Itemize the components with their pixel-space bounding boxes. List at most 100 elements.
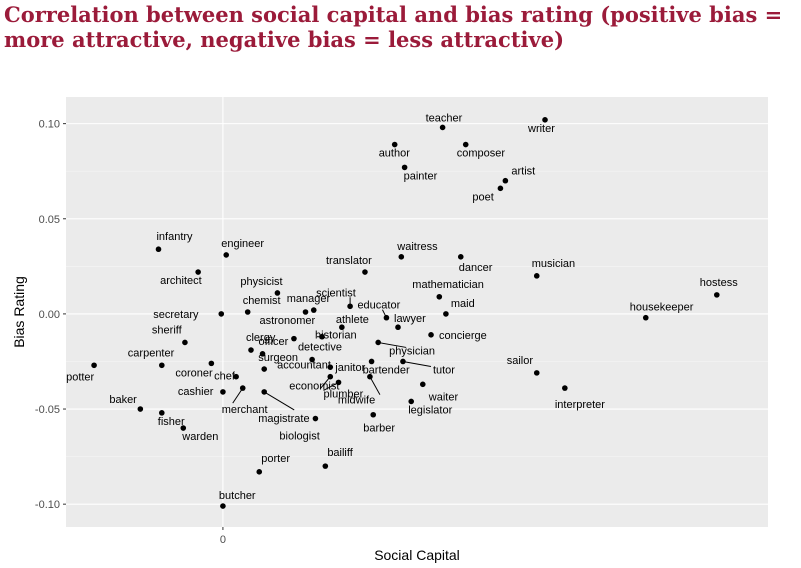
point-hostess [713,292,720,298]
label-butcher: butcher [219,490,256,502]
label-midwife: midwife [338,395,375,407]
plot-panel [66,97,768,527]
label-poet: poet [472,191,493,203]
point-plumber [335,379,342,386]
point-midwife [367,373,373,380]
data-points [91,117,720,509]
point-warden [180,425,187,431]
point-officer [259,351,266,357]
label-architect: architect [160,275,202,287]
label-secretary: secretary [153,309,199,321]
label-lawyer: lawyer [394,313,426,325]
label-artist: artist [511,166,535,178]
point-merchant [239,385,246,391]
point-artist [502,177,509,184]
point-astronomer [302,309,309,315]
y-tick-label: 0.00 [39,309,60,321]
leader-magistrate [263,391,295,411]
label-painter: painter [404,170,438,182]
point-maid [443,311,449,317]
label-officer: officer [259,336,289,348]
y-tick-label: -0.05 [35,404,60,416]
point-accountant [309,356,315,363]
point-poet [497,185,504,192]
point-physician [375,339,381,346]
point-baker [137,406,144,412]
label-clergy: clergy [246,332,276,344]
point-teacher [439,124,446,131]
label-janitor: janitor [334,362,365,374]
label-barber: barber [363,423,395,435]
point-magistrate [261,389,268,395]
label-baker: baker [109,394,137,406]
point-porter [256,469,263,475]
point-translator [362,269,368,275]
point-lawyer [395,324,401,331]
point-engineer [223,252,230,258]
label-potter: potter [66,371,94,383]
point-musician [533,273,540,279]
point-surgeon [261,366,268,372]
data-labels: teacher writer author composer painter artist… [66,112,738,502]
point-carpenter [159,362,165,369]
point-concierge [428,332,434,338]
label-athlete: athlete [336,314,369,326]
leader-merchant [232,387,244,404]
label-physicist: physicist [240,276,282,288]
label-teacher: teacher [426,112,463,124]
point-chef [233,373,239,380]
point-barber [370,411,377,418]
point-biologist [312,415,319,422]
point-mathematician [436,293,443,300]
label-fisher: fisher [158,416,185,428]
point-writer [542,117,548,123]
label-astronomer: astronomer [260,315,316,327]
label-manager: manager [287,293,331,305]
label-translator: translator [326,255,372,267]
label-musician: musician [532,258,575,270]
label-interpreter: interpreter [555,399,605,411]
label-legislator: legislator [408,404,452,416]
point-potter [91,362,97,369]
label-leader-lines [232,297,432,411]
label-coroner: coroner [175,367,213,379]
x-axis-ticks: 0 [220,527,226,546]
label-physician: physician [389,345,435,357]
label-waiter: waiter [428,391,459,403]
point-cashier [220,389,226,395]
x-tick-label: 0 [220,534,226,546]
leader-midwife [369,376,381,395]
point-legislator [408,398,415,405]
label-engineer: engineer [221,238,264,250]
x-axis-title: Social Capital [374,547,460,563]
point-author [391,141,398,148]
label-magistrate: magistrate [258,413,309,425]
point-waiter [419,381,426,388]
y-tick-label: -0.10 [35,499,60,511]
point-composer [462,141,469,148]
point-architect [195,269,201,275]
label-bailiff: bailiff [327,447,353,459]
point-janitor [327,364,334,370]
label-author: author [379,148,411,160]
label-plumber: plumber [324,388,364,400]
y-axis-title: Bias Rating [11,276,27,348]
point-coroner [208,360,215,367]
label-historian: historian [315,330,357,342]
point-chemist [244,309,251,315]
point-painter [401,164,408,171]
label-scientist: scientist [316,287,356,299]
point-clergy [248,347,254,353]
label-writer: writer [527,123,555,135]
label-tutor: tutor [433,364,455,376]
point-fisher [159,410,165,416]
label-sheriff: sheriff [152,324,183,336]
label-mathematician: mathematician [412,279,484,291]
point-bailiff [322,463,329,469]
leader-plumber [323,381,339,391]
point-tutor [400,358,406,365]
point-interpreter [562,385,568,391]
label-surgeon: surgeon [258,352,298,364]
label-chemist: chemist [243,295,281,307]
